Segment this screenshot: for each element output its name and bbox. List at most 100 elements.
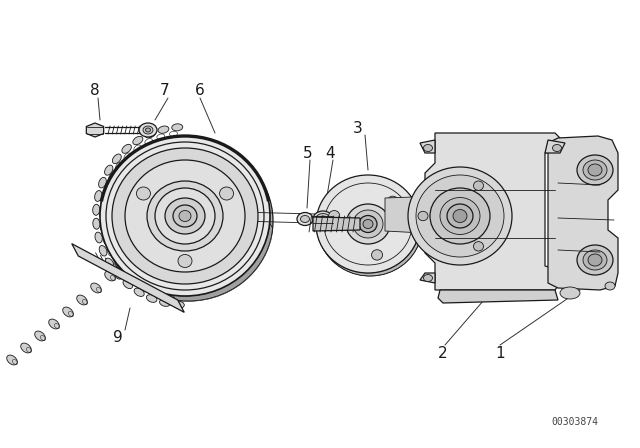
Ellipse shape bbox=[426, 203, 454, 229]
Ellipse shape bbox=[106, 258, 114, 268]
Ellipse shape bbox=[173, 301, 184, 308]
Ellipse shape bbox=[95, 190, 102, 202]
Ellipse shape bbox=[316, 214, 330, 224]
Ellipse shape bbox=[577, 245, 613, 275]
Ellipse shape bbox=[430, 188, 490, 244]
Ellipse shape bbox=[155, 188, 215, 244]
Polygon shape bbox=[548, 136, 618, 290]
Ellipse shape bbox=[424, 275, 433, 281]
Ellipse shape bbox=[105, 271, 115, 281]
Ellipse shape bbox=[143, 126, 153, 134]
Polygon shape bbox=[72, 244, 184, 312]
Ellipse shape bbox=[363, 220, 373, 228]
Ellipse shape bbox=[583, 160, 607, 180]
Ellipse shape bbox=[7, 355, 17, 365]
Text: 8: 8 bbox=[90, 82, 100, 98]
Ellipse shape bbox=[560, 287, 580, 299]
Ellipse shape bbox=[220, 187, 234, 200]
Polygon shape bbox=[545, 140, 565, 153]
Ellipse shape bbox=[387, 196, 398, 207]
Ellipse shape bbox=[583, 250, 607, 270]
Polygon shape bbox=[420, 273, 435, 283]
Ellipse shape bbox=[179, 211, 191, 221]
Ellipse shape bbox=[173, 205, 197, 227]
Ellipse shape bbox=[133, 136, 143, 145]
Text: 2: 2 bbox=[438, 345, 448, 361]
Ellipse shape bbox=[134, 288, 144, 297]
Ellipse shape bbox=[99, 246, 107, 256]
Ellipse shape bbox=[20, 343, 31, 353]
Ellipse shape bbox=[136, 187, 150, 200]
Text: 5: 5 bbox=[303, 146, 313, 160]
Ellipse shape bbox=[301, 215, 310, 223]
Ellipse shape bbox=[123, 280, 132, 289]
Ellipse shape bbox=[172, 124, 183, 131]
Polygon shape bbox=[317, 228, 422, 276]
Ellipse shape bbox=[103, 141, 273, 301]
Ellipse shape bbox=[453, 210, 467, 223]
Polygon shape bbox=[86, 123, 104, 137]
Ellipse shape bbox=[359, 215, 377, 233]
Text: 4: 4 bbox=[325, 146, 335, 160]
Ellipse shape bbox=[159, 299, 170, 306]
Ellipse shape bbox=[329, 211, 340, 221]
Ellipse shape bbox=[588, 164, 602, 176]
Ellipse shape bbox=[91, 283, 101, 293]
Ellipse shape bbox=[420, 197, 460, 235]
Ellipse shape bbox=[178, 254, 192, 267]
Polygon shape bbox=[438, 290, 558, 303]
Ellipse shape bbox=[165, 198, 205, 234]
Ellipse shape bbox=[605, 282, 615, 290]
Polygon shape bbox=[425, 133, 560, 290]
Ellipse shape bbox=[297, 212, 313, 225]
Text: 7: 7 bbox=[160, 82, 170, 98]
Ellipse shape bbox=[474, 241, 483, 251]
Ellipse shape bbox=[122, 144, 131, 153]
Ellipse shape bbox=[319, 216, 327, 222]
Ellipse shape bbox=[145, 128, 150, 132]
Ellipse shape bbox=[474, 181, 483, 190]
Ellipse shape bbox=[99, 177, 106, 188]
Ellipse shape bbox=[588, 254, 602, 266]
Text: 3: 3 bbox=[353, 121, 363, 135]
Ellipse shape bbox=[416, 175, 504, 257]
Ellipse shape bbox=[95, 232, 102, 243]
Ellipse shape bbox=[49, 319, 60, 329]
Ellipse shape bbox=[418, 211, 428, 221]
Ellipse shape bbox=[408, 167, 512, 265]
Text: 6: 6 bbox=[195, 82, 205, 98]
Ellipse shape bbox=[346, 204, 390, 244]
Ellipse shape bbox=[145, 130, 156, 138]
Polygon shape bbox=[420, 140, 435, 153]
Text: 9: 9 bbox=[113, 331, 123, 345]
Ellipse shape bbox=[552, 145, 561, 151]
Ellipse shape bbox=[100, 136, 270, 296]
Ellipse shape bbox=[113, 154, 121, 164]
Ellipse shape bbox=[104, 165, 113, 175]
Ellipse shape bbox=[77, 295, 87, 305]
Ellipse shape bbox=[372, 250, 383, 260]
Ellipse shape bbox=[35, 331, 45, 341]
Ellipse shape bbox=[440, 198, 480, 234]
Ellipse shape bbox=[147, 181, 223, 251]
Text: 00303874: 00303874 bbox=[552, 417, 598, 427]
Ellipse shape bbox=[93, 218, 100, 229]
Ellipse shape bbox=[447, 204, 473, 228]
Ellipse shape bbox=[125, 160, 245, 272]
Ellipse shape bbox=[93, 204, 100, 215]
Ellipse shape bbox=[577, 155, 613, 185]
Ellipse shape bbox=[63, 307, 73, 317]
Ellipse shape bbox=[113, 270, 122, 279]
Ellipse shape bbox=[316, 175, 420, 273]
Ellipse shape bbox=[318, 178, 422, 276]
Ellipse shape bbox=[353, 210, 383, 238]
Polygon shape bbox=[100, 223, 273, 301]
Ellipse shape bbox=[158, 126, 169, 134]
Polygon shape bbox=[385, 196, 442, 234]
Ellipse shape bbox=[112, 148, 258, 284]
Text: 1: 1 bbox=[495, 345, 505, 361]
Ellipse shape bbox=[147, 295, 157, 302]
Ellipse shape bbox=[313, 211, 333, 227]
Ellipse shape bbox=[424, 145, 433, 151]
Polygon shape bbox=[313, 217, 360, 231]
